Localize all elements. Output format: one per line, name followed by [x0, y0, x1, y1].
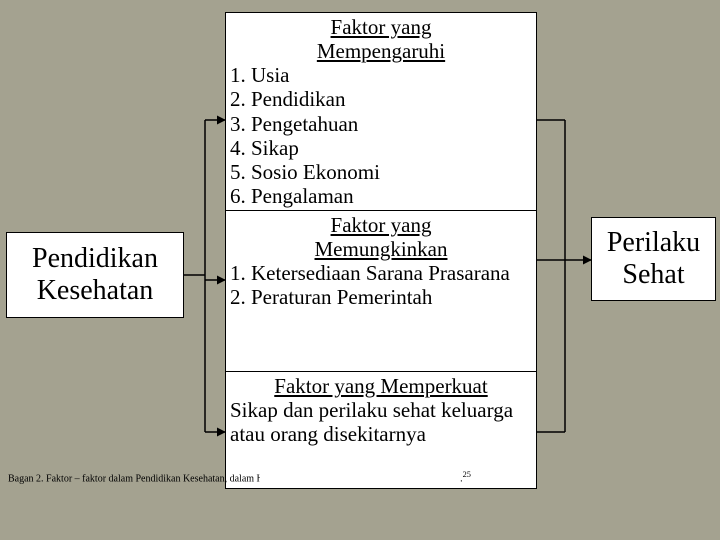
node-perilaku-sehat: Perilaku Sehat: [591, 217, 716, 301]
node-left-line2: Kesehatan: [32, 275, 158, 307]
node-mid-item-0: 1. Ketersediaan Sarana Prasarana: [230, 261, 532, 285]
node-top-item-5: 6. Pengalaman: [230, 184, 532, 208]
node-top-item-3: 4. Sikap: [230, 136, 532, 160]
node-top-item-0: 1. Usia: [230, 63, 532, 87]
node-mid-title-1: Faktor yang: [331, 213, 432, 237]
node-bot-title: Faktor yang Memperkuat: [274, 374, 487, 398]
node-mid-title-2: Memungkinkan: [315, 237, 448, 261]
caption-sup: 25: [463, 470, 471, 479]
node-faktor-memungkinkan: Faktor yang Memungkinkan 1. Ketersediaan…: [225, 210, 537, 388]
node-faktor-mempengaruhi: Faktor yang Mempengaruhi 1. Usia 2. Pend…: [225, 12, 537, 235]
node-bot-body: Sikap dan perilaku sehat keluarga atau o…: [230, 398, 532, 446]
node-top-item-4: 5. Sosio Ekonomi: [230, 160, 532, 184]
node-top-item-1: 2. Pendidikan: [230, 87, 532, 111]
node-right-line2: Sehat: [607, 259, 700, 291]
node-top-title-1: Faktor yang: [331, 15, 432, 39]
node-pendidikan-kesehatan: Pendidikan Kesehatan: [6, 232, 184, 318]
caption-mask: [260, 462, 460, 484]
node-top-title-2: Mempengaruhi: [317, 39, 445, 63]
node-mid-item-1: 2. Peraturan Pemerintah: [230, 285, 532, 309]
node-right-line1: Perilaku: [607, 227, 700, 259]
node-top-item-2: 3. Pengetahuan: [230, 112, 532, 136]
node-left-line1: Pendidikan: [32, 243, 158, 275]
